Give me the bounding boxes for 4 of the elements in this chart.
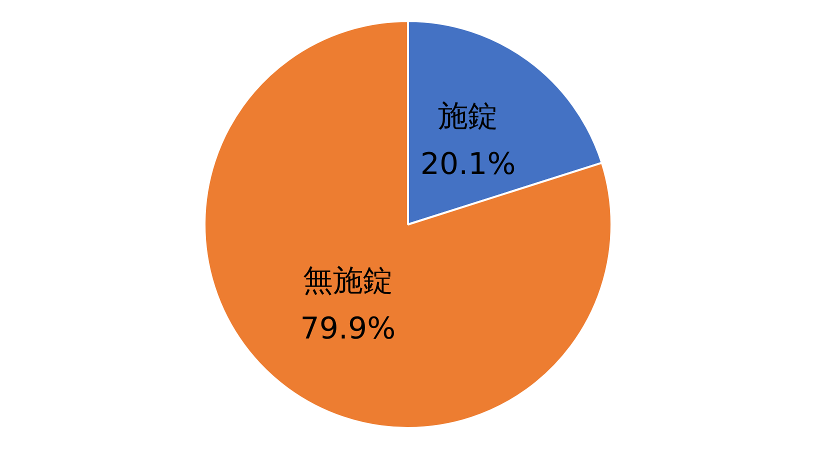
data-label: 79.9% [300, 311, 396, 346]
slice-label: 無施錠 [302, 263, 393, 298]
slice-label: 施錠 [438, 99, 498, 134]
data-label: 20.1% [420, 147, 516, 182]
